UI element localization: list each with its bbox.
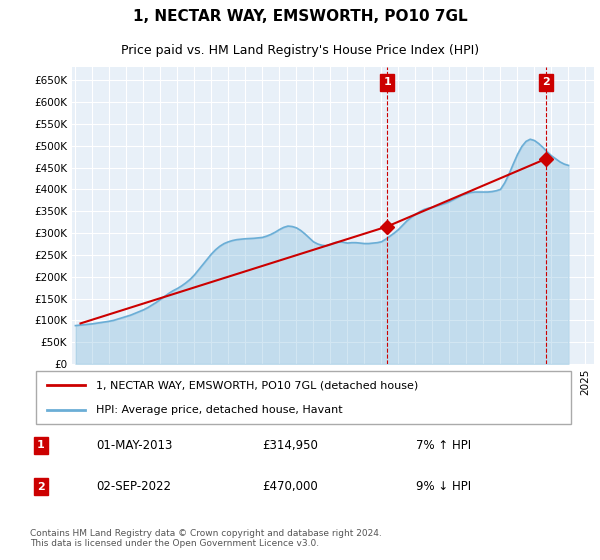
Text: HPI: Average price, detached house, Havant: HPI: Average price, detached house, Hava… xyxy=(96,405,343,415)
Text: 7% ↑ HPI: 7% ↑ HPI xyxy=(416,439,472,452)
Text: 1: 1 xyxy=(37,440,45,450)
Text: £470,000: £470,000 xyxy=(262,480,317,493)
Text: £314,950: £314,950 xyxy=(262,439,318,452)
Text: 1, NECTAR WAY, EMSWORTH, PO10 7GL (detached house): 1, NECTAR WAY, EMSWORTH, PO10 7GL (detac… xyxy=(96,380,418,390)
Text: Price paid vs. HM Land Registry's House Price Index (HPI): Price paid vs. HM Land Registry's House … xyxy=(121,44,479,57)
Text: Contains HM Land Registry data © Crown copyright and database right 2024.
This d: Contains HM Land Registry data © Crown c… xyxy=(30,529,382,548)
Text: 1: 1 xyxy=(383,77,391,87)
Text: 2: 2 xyxy=(542,77,550,87)
Text: 2: 2 xyxy=(37,482,45,492)
Text: 02-SEP-2022: 02-SEP-2022 xyxy=(96,480,171,493)
Text: 01-MAY-2013: 01-MAY-2013 xyxy=(96,439,173,452)
Text: 1, NECTAR WAY, EMSWORTH, PO10 7GL: 1, NECTAR WAY, EMSWORTH, PO10 7GL xyxy=(133,10,467,24)
FancyBboxPatch shape xyxy=(35,371,571,424)
Text: 9% ↓ HPI: 9% ↓ HPI xyxy=(416,480,472,493)
